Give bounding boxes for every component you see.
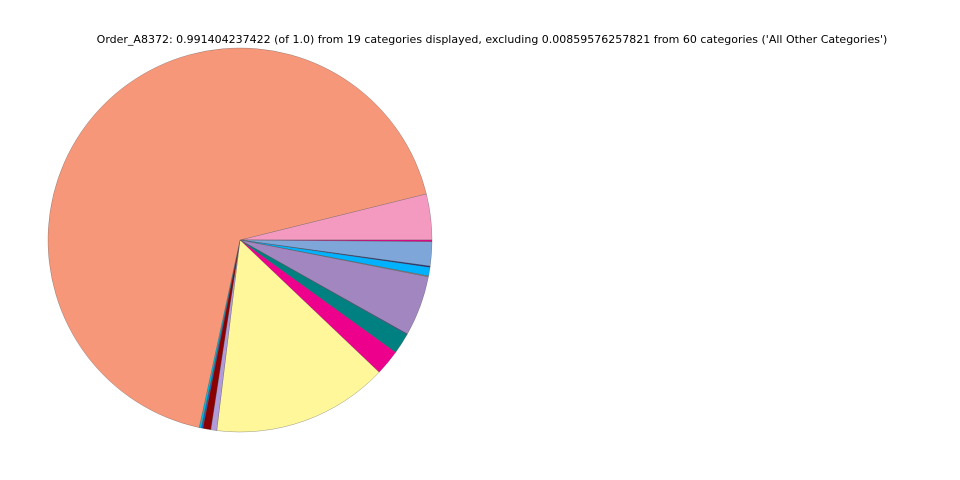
pie-slice xyxy=(47,47,427,428)
pie-slice xyxy=(216,239,380,433)
chart-title: Order_A8372: 0.991404237422 (of 1.0) fro… xyxy=(97,33,888,46)
